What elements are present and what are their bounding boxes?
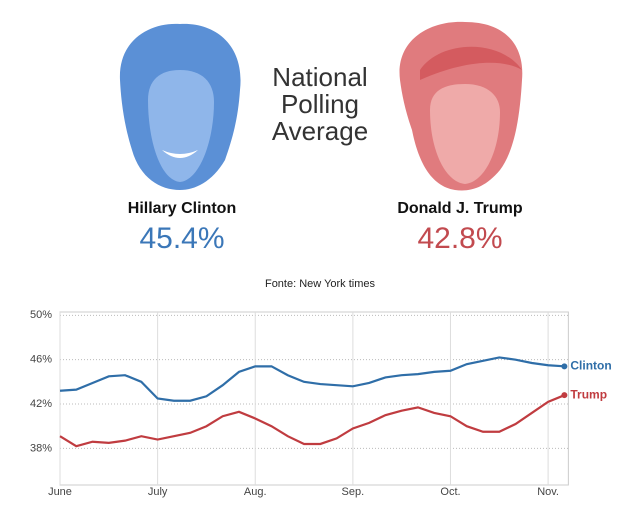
y-tick-label: 38% (30, 442, 52, 454)
x-tick-label: July (148, 486, 168, 498)
end-point (561, 363, 568, 370)
x-tick-label: Aug. (244, 486, 267, 498)
y-tick-label: 46% (30, 354, 52, 366)
portraits (119, 21, 523, 191)
candidate-name: Hillary Clinton (127, 200, 237, 217)
end-point (561, 392, 568, 399)
candidate-average: 45.4% (139, 222, 225, 255)
x-tick-label: Sep. (342, 486, 365, 498)
candidate-name: Donald J. Trump (397, 200, 523, 217)
series-label: Clinton (570, 359, 611, 373)
candidate-average: 42.8% (417, 222, 503, 255)
trump-portrait (399, 21, 523, 191)
series-line (59, 356, 565, 402)
series-label: Trump (570, 387, 607, 401)
title: National Polling Average (271, 62, 369, 146)
plot-frame (59, 311, 569, 486)
clinton-portrait (119, 23, 241, 191)
series-line (59, 394, 565, 448)
x-tick-label: June (48, 486, 72, 498)
y-tick-label: 50% (30, 309, 52, 321)
y-tick-label: 42% (30, 398, 52, 410)
source: Fonte: New York times (264, 278, 376, 290)
x-tick-label: Oct. (440, 486, 460, 498)
x-tick-label: Nov. (537, 486, 559, 498)
